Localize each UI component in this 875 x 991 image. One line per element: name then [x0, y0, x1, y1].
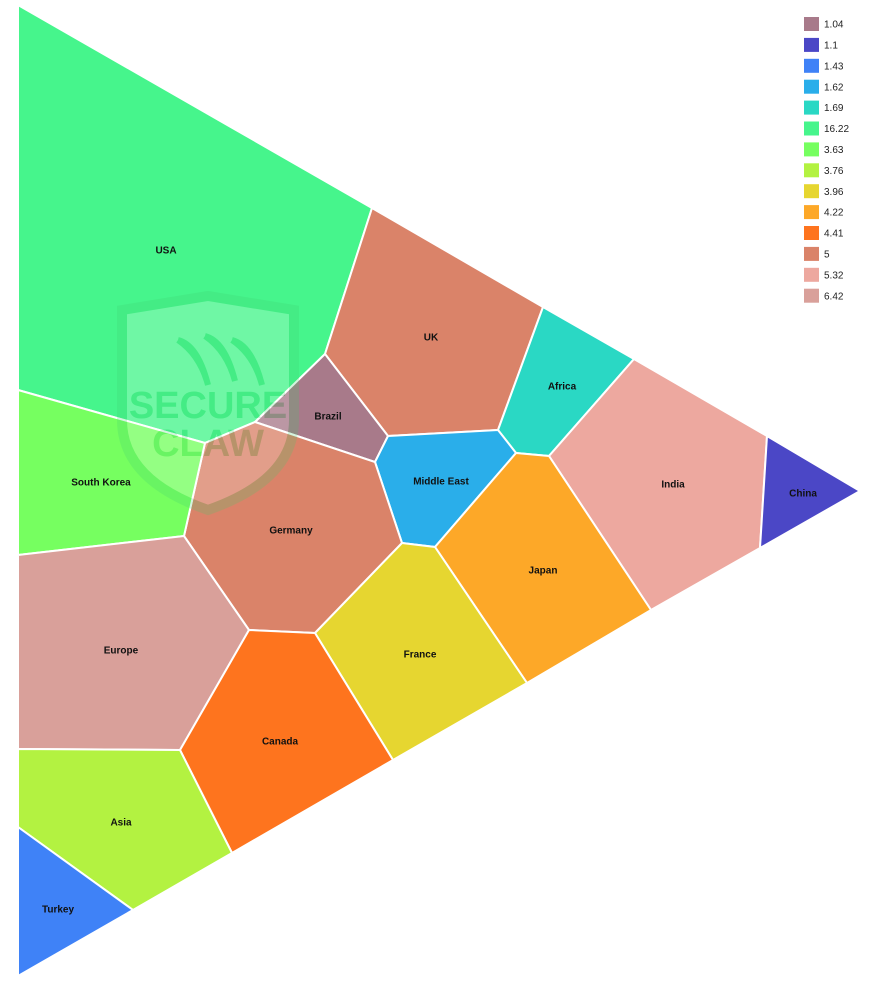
legend-swatch — [804, 184, 819, 199]
legend-swatch — [804, 100, 819, 115]
cell-label-europe: Europe — [104, 646, 139, 657]
legend-label: 3.76 — [824, 166, 844, 177]
cell-label-india: India — [661, 480, 685, 491]
legend-label: 1.04 — [824, 20, 844, 31]
svg-text:CLAW: CLAW — [152, 423, 264, 465]
legend-label: 5 — [824, 250, 830, 261]
cell-label-turkey: Turkey — [42, 905, 74, 916]
legend-swatch — [804, 288, 819, 303]
cell-india[interactable] — [547, 357, 769, 612]
legend-label: 4.22 — [824, 208, 844, 219]
cell-label-uk: UK — [424, 333, 439, 344]
svg-text:SECURE: SECURE — [129, 385, 287, 427]
legend-label: 3.63 — [824, 145, 844, 156]
cell-label-china: China — [789, 489, 817, 500]
legend-swatch — [804, 163, 819, 178]
legend-swatch — [804, 205, 819, 220]
cell-label-usa: USA — [155, 246, 176, 257]
legend-swatch — [804, 121, 819, 136]
cell-label-south-korea: South Korea — [71, 478, 131, 489]
legend-swatch — [804, 79, 819, 94]
claw-mark-icon — [203, 333, 238, 382]
cell-label-canada: Canada — [262, 737, 299, 748]
legend-label: 1.69 — [824, 103, 844, 114]
claw-mark-icon — [176, 337, 211, 386]
legend-label: 4.41 — [824, 229, 844, 240]
legend-swatch — [804, 58, 819, 73]
cell-france[interactable] — [313, 541, 529, 762]
cell-label-japan: Japan — [529, 566, 558, 577]
legend: 1.04 1.1 1.43 1.62 1.69 16.22 3.63 3.76 3.96 4.22… — [804, 17, 849, 303]
legend-swatch — [804, 246, 819, 261]
legend-label: 1.1 — [824, 41, 838, 52]
legend-swatch — [804, 17, 819, 31]
claw-mark-icon — [230, 337, 265, 386]
legend-label: 16.22 — [824, 124, 849, 135]
legend-swatch — [804, 37, 819, 52]
legend-swatch — [804, 142, 819, 157]
legend-label: 5.32 — [824, 270, 844, 281]
cell-label-brazil: Brazil — [314, 412, 341, 423]
legend-label: 1.43 — [824, 61, 844, 72]
cell-label-africa: Africa — [548, 382, 577, 393]
cell-label-france: France — [404, 650, 437, 661]
cell-label-middle-east: Middle East — [413, 477, 469, 488]
cell-label-asia: Asia — [110, 818, 132, 829]
cell-label-germany: Germany — [269, 526, 313, 537]
legend-swatch — [804, 267, 819, 282]
legend-label: 6.42 — [824, 291, 844, 302]
legend-label: 3.96 — [824, 187, 844, 198]
cell-asia[interactable] — [17, 747, 234, 912]
legend-swatch — [804, 226, 819, 240]
legend-label: 1.62 — [824, 82, 844, 93]
cell-canada[interactable] — [178, 628, 395, 855]
cell-china[interactable] — [758, 434, 862, 550]
cell-turkey[interactable] — [17, 825, 135, 978]
